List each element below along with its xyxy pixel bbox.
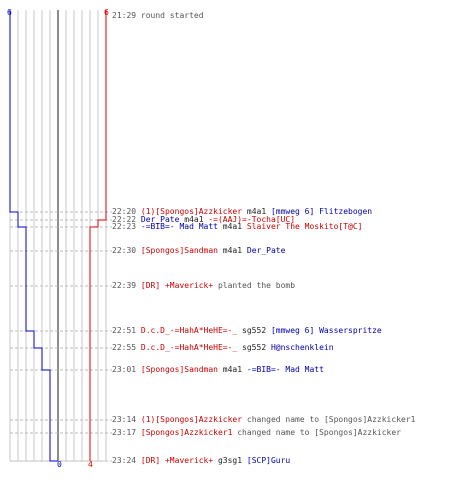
- event-row: 22:30 [Spongos]Sandman m4a1 Der_Pate: [112, 246, 285, 256]
- event-text: -=BIB=- Mad Matt: [246, 365, 324, 374]
- red-end-score: 4: [88, 460, 93, 469]
- event-text: D.c.D_-=HahA*HeHE=-_: [140, 343, 238, 352]
- event-text: sg552: [237, 343, 271, 352]
- event-tick-lines: [10, 211, 112, 462]
- event-time: 22:23: [112, 222, 141, 231]
- event-text: m4a1: [242, 207, 271, 216]
- event-text: -=BIB=- Mad Matt: [140, 222, 218, 231]
- event-text: m4a1: [217, 365, 247, 374]
- event-row: 22:39 [DR] +Maverick+ planted the bomb: [112, 281, 295, 291]
- red-team-score-line: [89, 10, 107, 461]
- event-text: m4a1: [217, 246, 247, 255]
- event-row: 22:23 -=BIB=- Mad Matt m4a1 Slaiver The …: [112, 222, 362, 232]
- event-text: (1)[Spongos]Azzkicker: [140, 207, 243, 216]
- event-text: [Spongos]Azzkicker1: [140, 428, 233, 437]
- event-time: 22:55: [112, 343, 141, 352]
- event-text: Der_Pate: [246, 246, 286, 255]
- event-row: 22:55 D.c.D_-=HahA*HeHE=-_ sg552 H@nsche…: [112, 343, 334, 353]
- event-text: [Spongos]Sandman: [140, 365, 218, 374]
- event-text: [DR] +Maverick+: [140, 281, 214, 290]
- event-text: Der_Pate: [140, 215, 180, 224]
- event-text: [mmweg 6] Flitzebogen: [270, 207, 373, 216]
- score-grid: [9, 10, 107, 462]
- event-text: D.c.D_-=HahA*HeHE=-_: [140, 326, 238, 335]
- event-text: sg552: [237, 326, 271, 335]
- event-time: 23:17: [112, 428, 141, 437]
- event-time: 22:20: [112, 207, 141, 216]
- event-time: 23:24: [112, 456, 141, 465]
- score-timeline-chart: 6 6 0 4: [7, 8, 112, 469]
- event-text: round started: [140, 11, 204, 20]
- event-time: 21:29: [112, 11, 141, 20]
- event-text: H@nschenklein: [270, 343, 334, 352]
- event-time: 22:39: [112, 281, 141, 290]
- event-time: 22:51: [112, 326, 141, 335]
- event-time: 22:30: [112, 246, 141, 255]
- event-row: 22:51 D.c.D_-=HahA*HeHE=-_ sg552 [mmweg …: [112, 326, 382, 336]
- event-text: planted the bomb: [213, 281, 296, 290]
- event-text: m4a1: [217, 222, 247, 231]
- event-time: 23:14: [112, 415, 141, 424]
- event-text: m4a1: [179, 215, 209, 224]
- event-row: 23:17 [Spongos]Azzkicker1 changed name t…: [112, 428, 401, 438]
- blue-start-score: 6: [7, 8, 12, 17]
- event-text: changed name to [Spongos]Azzkicker1: [242, 415, 416, 424]
- blue-team-score-line: [9, 10, 58, 462]
- event-text: -=(AAJ)=-Tocha[UC]: [208, 215, 296, 224]
- event-text: changed name to [Spongos]Azzkicker: [232, 428, 401, 437]
- event-row: 22:22 Der_Pate m4a1 -=(AAJ)=-Tocha[UC]: [112, 215, 295, 225]
- event-text: [SCP]Guru: [246, 456, 291, 465]
- event-time: 22:22: [112, 215, 141, 224]
- event-row: 23:24 [DR] +Maverick+ g3sg1 [SCP]Guru: [112, 456, 290, 466]
- event-text: (1)[Spongos]Azzkicker: [140, 415, 243, 424]
- event-text: Slaiver The Moskito[T@C]: [246, 222, 363, 231]
- event-row: 22:20 (1)[Spongos]Azzkicker m4a1 [mmweg …: [112, 207, 372, 217]
- red-start-score: 6: [104, 8, 109, 17]
- event-text: [mmweg 6] Wasserspritze: [270, 326, 382, 335]
- event-row: 23:01 [Spongos]Sandman m4a1 -=BIB=- Mad …: [112, 365, 324, 375]
- event-row: 23:14 (1)[Spongos]Azzkicker changed name…: [112, 415, 415, 425]
- blue-end-score: 0: [57, 460, 62, 469]
- event-text: [DR] +Maverick+: [140, 456, 214, 465]
- event-time: 23:01: [112, 365, 141, 374]
- event-row: 21:29 round started: [112, 11, 204, 21]
- event-text: [Spongos]Sandman: [140, 246, 218, 255]
- event-text: g3sg1: [213, 456, 247, 465]
